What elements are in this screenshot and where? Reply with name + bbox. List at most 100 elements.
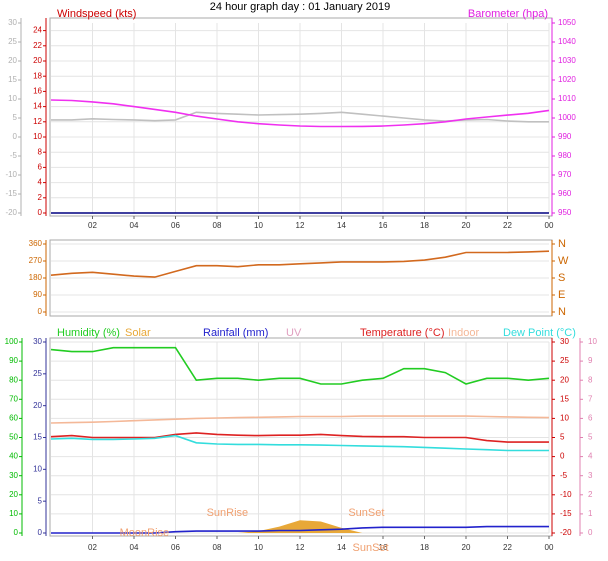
y-tick-label: -20 bbox=[5, 208, 17, 217]
y-tick-label: 10 bbox=[33, 464, 42, 473]
x-tick-label: 10 bbox=[254, 543, 263, 552]
x-tick-label: 20 bbox=[462, 543, 471, 552]
y-tick-label: -15 bbox=[560, 509, 572, 518]
y-tick-label: 15 bbox=[8, 75, 17, 84]
y-tick-label: 80 bbox=[9, 375, 18, 384]
y-tick-label: 20 bbox=[33, 56, 42, 65]
line bbox=[51, 525, 549, 534]
y-tick-label: 970 bbox=[558, 170, 572, 179]
y-tick-label: N bbox=[558, 306, 566, 318]
y-tick-label: 1000 bbox=[558, 113, 576, 122]
chart-title: 24 hour graph day : 01 January 2019 bbox=[210, 1, 390, 13]
annotation: SunSet bbox=[348, 507, 384, 519]
annotation: MoonRise bbox=[120, 527, 170, 539]
y-tick-label: 8 bbox=[38, 147, 43, 156]
y-tick-label: 360 bbox=[29, 239, 43, 248]
y-tick-label: 50 bbox=[9, 433, 18, 442]
x-tick-label: 06 bbox=[171, 543, 180, 552]
y-tick-label: 6 bbox=[38, 163, 43, 172]
y-tick-label: 5 bbox=[560, 433, 565, 442]
y-tick-label: N bbox=[558, 238, 566, 250]
y-tick-label: 15 bbox=[33, 433, 42, 442]
y-tick-label: 30 bbox=[560, 337, 569, 346]
x-tick-label: 20 bbox=[462, 221, 471, 230]
y-tick-label: -15 bbox=[5, 189, 17, 198]
y-tick-label: 270 bbox=[29, 256, 43, 265]
y-tick-label: E bbox=[558, 289, 565, 301]
axis-title: Barometer (hpa) bbox=[468, 8, 548, 20]
legend-entry: Temperature (°C) bbox=[360, 327, 444, 339]
x-tick-label: 22 bbox=[503, 543, 512, 552]
y-tick-label: 20 bbox=[9, 490, 18, 499]
y-tick-label: 0 bbox=[560, 452, 565, 461]
x-tick-label: 10 bbox=[254, 221, 263, 230]
annotation: SunRise bbox=[207, 507, 249, 519]
y-tick-label: 1020 bbox=[558, 75, 576, 84]
y-tick-label: 24 bbox=[33, 26, 42, 35]
y-tick-label: 4 bbox=[588, 452, 593, 461]
x-tick-label: 18 bbox=[420, 221, 429, 230]
y-tick-label: 20 bbox=[33, 401, 42, 410]
y-tick-label: 7 bbox=[588, 394, 593, 403]
y-tick-label: 0 bbox=[588, 528, 593, 537]
x-tick-label: 08 bbox=[213, 543, 222, 552]
y-tick-label: 40 bbox=[9, 452, 18, 461]
y-tick-label: W bbox=[558, 255, 569, 267]
y-tick-label: 25 bbox=[8, 37, 17, 46]
y-tick-label: 10 bbox=[9, 509, 18, 518]
x-tick-label: 16 bbox=[379, 543, 388, 552]
y-tick-label: 16 bbox=[33, 87, 42, 96]
area bbox=[51, 520, 549, 533]
y-tick-label: 1 bbox=[588, 509, 593, 518]
y-tick-label: -10 bbox=[5, 170, 17, 179]
y-tick-label: 5 bbox=[38, 496, 43, 505]
y-tick-label: 20 bbox=[560, 375, 569, 384]
y-tick-label: 180 bbox=[29, 273, 43, 282]
legend-entry: Rainfall (mm) bbox=[203, 327, 268, 339]
x-tick-label: 00 bbox=[545, 221, 554, 230]
x-tick-label: 04 bbox=[130, 221, 139, 230]
x-tick-label: 06 bbox=[171, 221, 180, 230]
y-tick-label: 5 bbox=[13, 113, 18, 122]
x-tick-label: 14 bbox=[337, 221, 346, 230]
legend-entry: Indoor bbox=[448, 327, 480, 339]
y-tick-label: 0 bbox=[13, 132, 18, 141]
y-tick-label: 9 bbox=[588, 356, 593, 365]
y-tick-label: 1050 bbox=[558, 18, 576, 27]
line bbox=[50, 415, 550, 424]
y-tick-label: 3 bbox=[588, 471, 593, 480]
y-tick-label: 5 bbox=[588, 433, 593, 442]
y-tick-label: 22 bbox=[33, 41, 42, 50]
y-tick-label: 990 bbox=[558, 132, 572, 141]
y-tick-label: 18 bbox=[33, 71, 42, 80]
y-tick-label: 20 bbox=[8, 56, 17, 65]
y-tick-label: 950 bbox=[558, 208, 572, 217]
x-tick-label: 22 bbox=[503, 221, 512, 230]
y-tick-label: 8 bbox=[588, 375, 593, 384]
y-tick-label: 2 bbox=[588, 490, 593, 499]
legend-entry: Humidity (%) bbox=[57, 327, 120, 339]
y-tick-label: 30 bbox=[33, 337, 42, 346]
y-tick-label: S bbox=[558, 272, 565, 284]
x-tick-label: 02 bbox=[88, 221, 97, 230]
x-tick-label: 14 bbox=[337, 543, 346, 552]
y-tick-label: 0 bbox=[14, 528, 19, 537]
y-tick-label: 14 bbox=[33, 102, 42, 111]
x-tick-label: 16 bbox=[379, 221, 388, 230]
x-tick-label: 12 bbox=[296, 221, 305, 230]
plot-area bbox=[49, 17, 553, 217]
y-tick-label: 10 bbox=[560, 414, 569, 423]
y-tick-label: 10 bbox=[33, 132, 42, 141]
line bbox=[50, 99, 550, 128]
annotation: SunSet bbox=[353, 542, 389, 554]
y-tick-label: 1030 bbox=[558, 56, 576, 65]
y-tick-label: 1040 bbox=[558, 37, 576, 46]
y-tick-label: 2 bbox=[38, 193, 43, 202]
y-tick-label: 90 bbox=[33, 290, 42, 299]
x-tick-label: 02 bbox=[88, 543, 97, 552]
line bbox=[50, 346, 550, 385]
y-tick-label: 60 bbox=[9, 414, 18, 423]
y-tick-label: 0 bbox=[38, 307, 43, 316]
y-tick-label: 1010 bbox=[558, 94, 576, 103]
y-tick-label: 6 bbox=[588, 414, 593, 423]
